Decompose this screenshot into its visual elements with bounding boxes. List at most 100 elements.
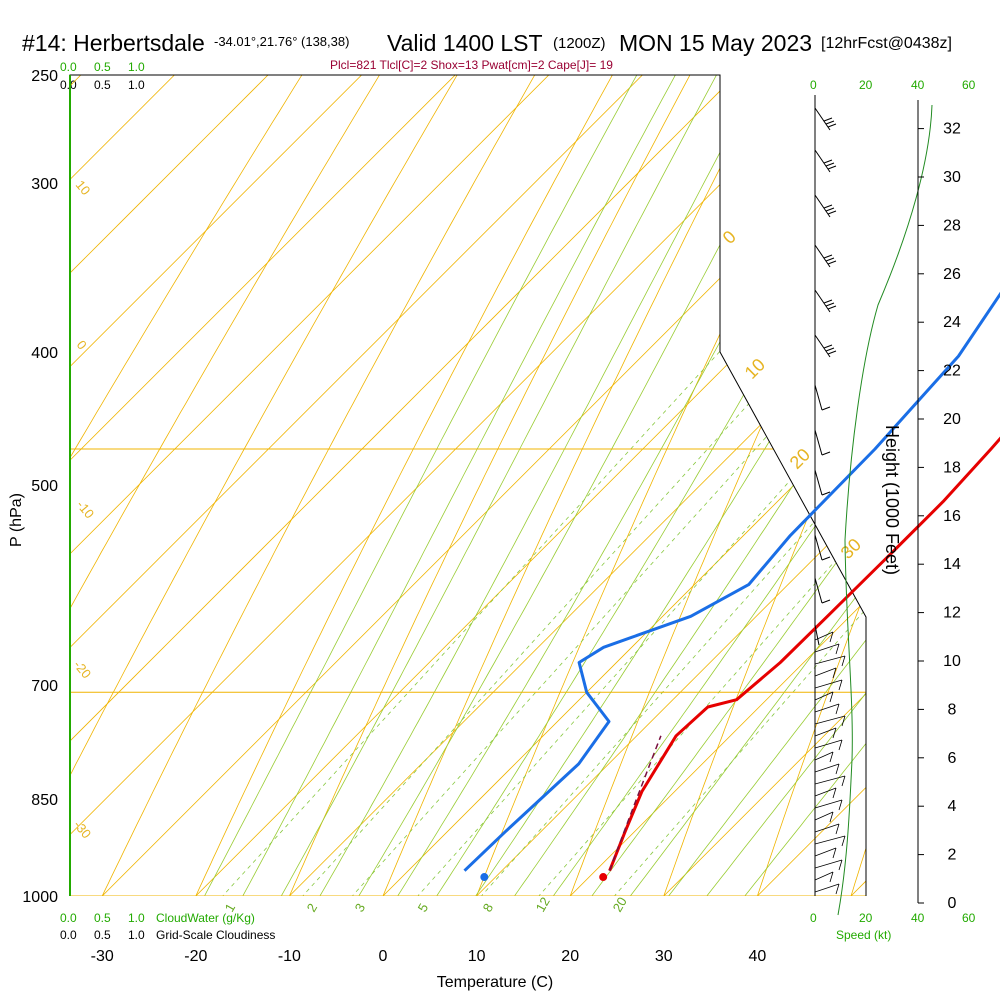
isotherm-line	[70, 75, 866, 896]
speed-top-tick: 0	[810, 78, 817, 92]
wind-barb	[814, 715, 846, 727]
wind-barb	[814, 534, 831, 561]
moist-adiabat-line	[358, 75, 866, 896]
wind-barb-flag	[827, 210, 837, 215]
moist-adiabat-line	[658, 75, 866, 896]
mixing-ratio-lines	[166, 75, 866, 896]
height-tick-label: 26	[943, 266, 961, 283]
height-tick-label: 18	[943, 459, 961, 476]
wind-barb-shaft	[814, 534, 823, 561]
temperature-tick-label: -30	[91, 948, 114, 965]
wind-barb	[814, 149, 837, 173]
moist-adiabat-line	[171, 75, 866, 896]
adiabat-label: -30	[71, 817, 95, 841]
wind-barb	[814, 859, 843, 871]
wind-barb-flag	[832, 727, 837, 739]
wind-barb-flag	[841, 775, 846, 787]
height-tick-label: 8	[948, 701, 957, 718]
isotherm-line	[70, 75, 866, 896]
dewpoint-profile-line	[463, 291, 1000, 872]
wind-barb	[814, 775, 846, 787]
wind-barb	[814, 871, 834, 883]
wind-barb-flag	[827, 305, 837, 310]
moist-adiabat-line	[695, 75, 866, 896]
wind-barb-shaft	[814, 703, 840, 713]
height-axis-label: Height (1000 Feet)	[882, 425, 902, 575]
cloudiness-scale-bottom: 0.0 0.5 1.0 Grid-Scale Cloudiness	[60, 928, 275, 942]
dry-adiabat-line	[452, 75, 866, 896]
speed-top-tick: 60	[962, 78, 976, 92]
wind-barb	[814, 823, 840, 835]
wind-barb	[814, 289, 837, 313]
dry-adiabat-line	[70, 75, 866, 896]
pressure-tick-label: 250	[31, 68, 58, 85]
dry-adiabat-line	[167, 75, 866, 896]
wind-barb	[814, 244, 837, 268]
cloudwater-bottom-tick: 0.0	[60, 911, 77, 925]
isotherm-line	[134, 75, 866, 896]
cloudwater-scale-bottom: 0.0 0.5 1.0 CloudWater (g/Kg)	[60, 911, 255, 925]
wind-barb-flag	[841, 835, 846, 847]
wind-barb	[814, 835, 846, 847]
height-tick-label: 2	[948, 847, 957, 864]
wind-barb	[814, 679, 843, 691]
mixing-ratio-line	[166, 75, 866, 896]
adiabat-label: 30	[837, 535, 865, 563]
wind-barb-shaft	[814, 811, 834, 821]
adiabat-label: 0	[719, 227, 740, 248]
moist-adiabat-line	[508, 75, 866, 896]
wind-barb-shaft	[814, 859, 843, 869]
wind-barb-shaft	[814, 244, 831, 268]
cloudiness-top-tick: 0.5	[94, 78, 111, 92]
pressure-tick-label: 1000	[22, 889, 58, 906]
temperature-axis-label: Temperature (C)	[437, 974, 553, 991]
isotherm-line	[70, 75, 866, 896]
mixing-ratio-line	[484, 75, 866, 896]
wind-barb-shaft	[814, 847, 837, 857]
wind-barb-flag	[829, 811, 834, 823]
wind-barb	[814, 334, 837, 358]
wind-barb-shaft	[814, 751, 834, 761]
speed-label: Speed (kt)	[836, 928, 891, 942]
wind-barb-flag	[841, 655, 846, 667]
wind-barb-shaft	[814, 624, 820, 646]
wind-barb-shaft	[814, 384, 823, 411]
wind-barb-shaft	[814, 655, 846, 665]
wind-barb-flag	[821, 406, 831, 411]
isotherm-line	[70, 75, 866, 896]
wind-barb-flag	[821, 451, 831, 456]
forecast-info: [12hrFcst@0438z]	[821, 35, 952, 52]
wind-barb-flag	[825, 120, 835, 125]
cloudwater-bottom-tick: 0.5	[94, 911, 111, 925]
isotherm-line	[508, 75, 866, 896]
wind-barb-flag	[821, 491, 831, 496]
height-tick-label: 24	[943, 314, 961, 331]
wind-barb	[814, 194, 837, 218]
mixing-ratio-line	[426, 75, 866, 896]
height-tick-label: 12	[943, 605, 961, 622]
wind-barb	[814, 655, 846, 667]
isobar-lines	[70, 448, 866, 896]
adiabat-label: 10	[741, 355, 769, 383]
cloudwater-scale-top: 0.0 0.5 1.0	[60, 60, 145, 74]
temperature-tick-label: 0	[379, 948, 388, 965]
wind-barb-flag	[838, 739, 843, 751]
speed-bottom-tick: 20	[859, 911, 873, 925]
wind-barb-shaft	[814, 679, 843, 689]
wind-barb	[814, 667, 837, 679]
wind-barb	[814, 739, 843, 751]
mixing-ratio-label: 5	[415, 901, 432, 915]
pressure-tick-label: 400	[31, 345, 58, 362]
wind-barb-shaft	[814, 469, 823, 496]
pressure-axis: 250 300 400 500 700 850 1000	[22, 68, 58, 906]
wind-barb	[814, 811, 834, 823]
moist-adiabat-line	[583, 75, 866, 896]
station-title: #14: Herbertsdale	[22, 30, 205, 56]
cloudwater-label: CloudWater (g/Kg)	[156, 911, 255, 925]
wind-barb-shaft	[814, 149, 831, 173]
moist-adiabat-line	[621, 75, 866, 896]
wind-barb-shaft	[814, 787, 837, 797]
wind-barb	[814, 643, 840, 655]
dry-adiabat-line	[262, 75, 866, 896]
wind-barb-flag	[829, 631, 834, 643]
